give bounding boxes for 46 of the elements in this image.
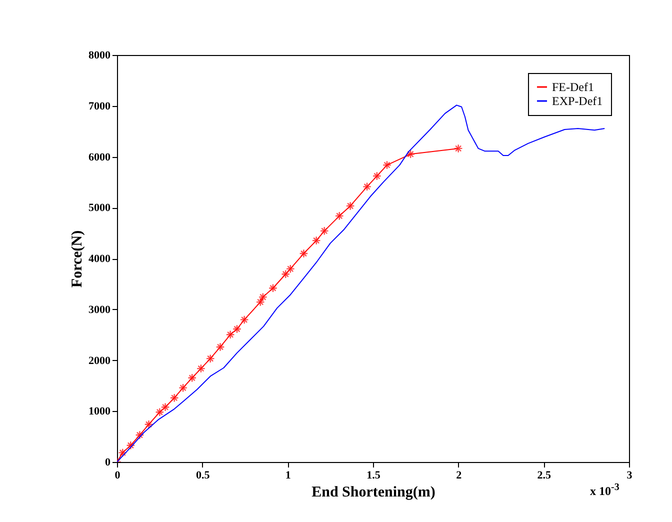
x-tick-label: 2 [456, 470, 462, 482]
y-tick-label: 7000 [88, 100, 111, 112]
point [320, 226, 329, 236]
point [216, 342, 225, 352]
point [346, 201, 355, 210]
point [299, 249, 308, 258]
legend-label: FE-Def1 [552, 80, 594, 94]
x-tick-label: 1.5 [366, 470, 381, 482]
y-tick-label: 3000 [88, 304, 111, 316]
point [256, 298, 265, 307]
point [382, 160, 392, 170]
point [178, 383, 188, 392]
point [454, 144, 463, 153]
y-tick-label: 8000 [88, 50, 111, 62]
point [170, 393, 179, 402]
point [188, 373, 197, 382]
text: x 10$^{-3}$ [590, 482, 620, 499]
x-tick-label: 2.5 [537, 470, 552, 482]
y-tick-label: 4000 [88, 253, 111, 265]
point [372, 172, 382, 181]
y-tick-label: 2000 [88, 354, 111, 367]
point [135, 430, 144, 440]
point [268, 284, 278, 293]
y-tick-label: 0 [105, 456, 111, 468]
y-tick-label: 1000 [88, 406, 111, 418]
y-tick-label: 6000 [88, 151, 111, 164]
point [312, 236, 321, 246]
point [144, 420, 154, 429]
point [118, 448, 128, 458]
y-tick-label: 5000 [88, 202, 111, 214]
x-tick-label: 0.5 [196, 470, 210, 482]
point [206, 354, 215, 364]
point [362, 182, 372, 192]
point [334, 211, 344, 220]
point [240, 315, 249, 324]
point [126, 440, 136, 450]
x-tick-label: 0 [114, 470, 121, 482]
point [196, 364, 206, 374]
x-tick-label: 3 [626, 470, 633, 482]
legend-label: EXP-Def1 [552, 94, 603, 108]
point [406, 150, 416, 159]
point [258, 292, 268, 302]
x-tick-label: 1 [285, 470, 291, 482]
x-axis-title: End Shortening(m) [312, 484, 436, 500]
y-axis-title: Force(N) [70, 230, 86, 288]
line-series [117, 104, 606, 462]
